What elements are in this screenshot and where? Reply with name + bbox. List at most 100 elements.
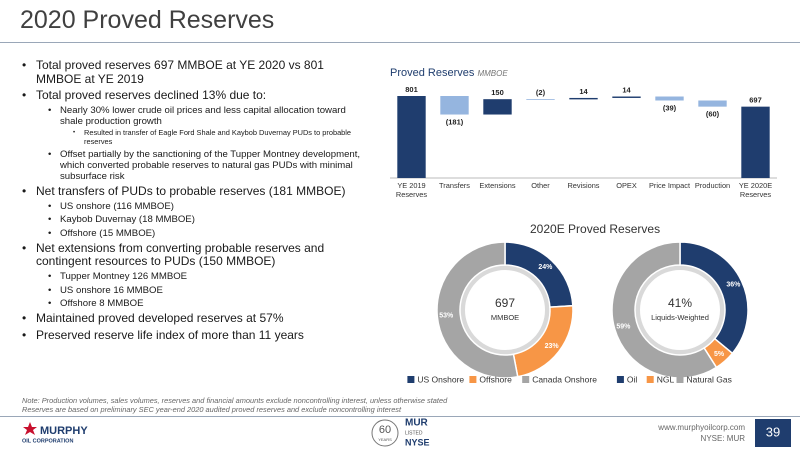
anniversary-sub: YEARS xyxy=(378,437,392,442)
legend-label: Oil xyxy=(627,374,638,384)
page-number: 39 xyxy=(766,424,780,439)
note-line: Note: Production volumes, sales volumes,… xyxy=(22,396,448,405)
logo-text: MURPHY xyxy=(40,425,88,437)
url: www.murphyoilcorp.com xyxy=(657,423,745,432)
bar xyxy=(698,100,727,107)
bullet: US onshore (116 MMBOE) xyxy=(20,201,370,212)
slice xyxy=(436,241,519,379)
bullet: US onshore 16 MMBOE xyxy=(20,285,370,296)
legend-swatch xyxy=(407,376,415,383)
value-label: 150 xyxy=(491,88,504,97)
x-tick-label: YE 2020E Reserves xyxy=(738,182,773,199)
legend-swatch xyxy=(469,376,477,383)
center-label: Liquids-Weighted xyxy=(651,313,709,322)
legend-label: Natural Gas xyxy=(687,374,732,384)
slice xyxy=(504,241,574,308)
legend-label: NGL xyxy=(657,374,675,384)
bar xyxy=(569,97,598,100)
bullet: Tupper Montney 126 MMBOE xyxy=(20,271,370,282)
center-value: 697 xyxy=(495,296,515,310)
value-label: 14 xyxy=(579,87,588,96)
category: YE 2020E Reserves xyxy=(738,182,773,199)
x-tick-label: Transfers xyxy=(439,182,470,190)
x-tick-label: Production xyxy=(694,182,731,190)
note: Note: Production volumes, sales volumes,… xyxy=(22,396,447,414)
category: Price Impact xyxy=(648,182,691,190)
slice-label: 24% xyxy=(538,264,553,271)
x-tick-label: Price Impact xyxy=(648,182,691,190)
value-label: (2) xyxy=(536,88,546,97)
slice-label: 59% xyxy=(616,323,631,330)
bullet: Net transfers of PUDs to probable reserv… xyxy=(20,184,370,199)
slice xyxy=(611,241,718,379)
note-line: Reserves are based on preliminary SEC ye… xyxy=(22,405,402,414)
category: YE 2019 Reserves xyxy=(395,182,428,199)
x-tick-label: Other xyxy=(531,182,550,190)
bar xyxy=(440,96,469,115)
bullet: Preserved reserve life index of more tha… xyxy=(20,328,370,343)
inner-ring xyxy=(459,264,551,356)
value-label: (181) xyxy=(446,118,464,127)
bullet: Net extensions from converting probable … xyxy=(20,241,370,269)
category: Production xyxy=(694,182,731,190)
slice-label: 5% xyxy=(714,351,725,358)
slice xyxy=(512,304,574,378)
bar xyxy=(741,106,770,178)
center-value: 41% xyxy=(668,296,692,310)
value-label: 697 xyxy=(749,96,762,105)
category: Transfers xyxy=(439,182,470,190)
donut-title: 2020E Proved Reserves xyxy=(530,222,661,236)
bullet: Offshore 8 MMBOE xyxy=(20,298,370,309)
ticker-line: NYSE: MUR xyxy=(701,434,746,443)
bullet: Resulted in transfer of Eagle Ford Shale… xyxy=(20,128,370,146)
exchange: NYSE xyxy=(405,437,430,447)
center-label: MMBOE xyxy=(491,313,519,322)
legend-label: US Onshore xyxy=(417,374,464,384)
slice-label: 53% xyxy=(439,312,454,319)
listed: LISTED xyxy=(405,430,423,436)
legend-swatch xyxy=(522,376,530,383)
footer-rule xyxy=(0,416,800,417)
category: OPEX xyxy=(616,182,637,190)
x-tick-label: YE 2019 Reserves xyxy=(395,182,428,199)
bullet: Offset partially by the sanctioning of t… xyxy=(20,149,370,182)
bar xyxy=(526,99,555,100)
title-rule xyxy=(0,42,800,43)
category: Other xyxy=(531,182,550,190)
category: Extensions xyxy=(479,182,516,190)
subtitle: MMBOE xyxy=(477,69,508,78)
bullet-list: Total proved reserves 697 MMBOE at YE 20… xyxy=(20,56,370,342)
x-tick-label: Revisions xyxy=(567,182,599,190)
bullet: Maintained proved developed reserves at … xyxy=(20,312,370,326)
bar xyxy=(612,96,641,98)
chart-title: Proved Reserves MMBOE xyxy=(390,67,508,79)
anniversary: 60 xyxy=(379,424,391,436)
page-box xyxy=(755,419,791,447)
bullet: Kaybob Duvernay (18 MMBOE) xyxy=(20,214,370,225)
badge xyxy=(371,419,399,447)
value-label: 14 xyxy=(622,85,631,94)
slide-title: 2020 Proved Reserves xyxy=(20,6,275,34)
slice-label: 23% xyxy=(545,343,560,350)
bullet: Total proved reserves declined 13% due t… xyxy=(20,88,370,103)
legend-swatch xyxy=(676,376,684,383)
legend-label: Offshore xyxy=(479,374,512,384)
legend-swatch xyxy=(616,376,624,383)
x-tick-label: OPEX xyxy=(616,182,637,190)
x-tick-label: Extensions xyxy=(479,182,516,190)
bullet: Offshore (15 MMBOE) xyxy=(20,228,370,239)
slice-label: 36% xyxy=(726,282,741,289)
value-label: (39) xyxy=(663,103,677,112)
logo-sub: OIL CORPORATION xyxy=(22,438,73,444)
inner-ring xyxy=(634,264,726,356)
bar xyxy=(483,99,512,115)
bar xyxy=(397,96,426,178)
bar xyxy=(655,96,684,101)
bullet: Nearly 30% lower crude oil prices and le… xyxy=(20,105,370,127)
bullet: Total proved reserves 697 MMBOE at YE 20… xyxy=(20,58,370,86)
logo-star xyxy=(23,422,37,435)
title: Proved Reserves xyxy=(390,67,475,79)
value-label: (60) xyxy=(706,110,720,119)
